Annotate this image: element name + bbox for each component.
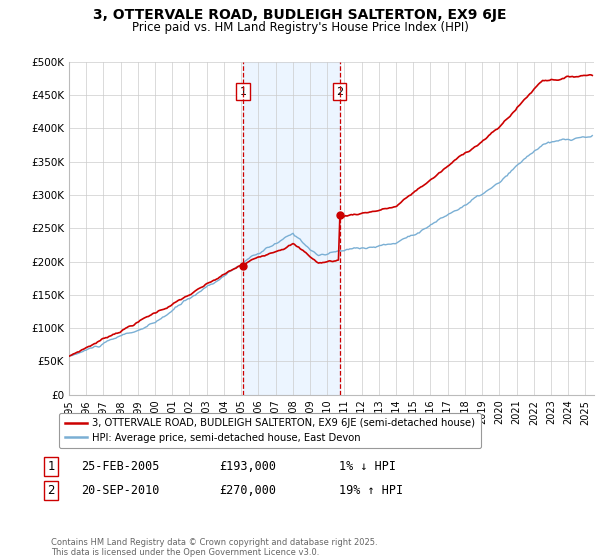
Text: 1% ↓ HPI: 1% ↓ HPI <box>339 460 396 473</box>
Text: £270,000: £270,000 <box>219 484 276 497</box>
Text: 20-SEP-2010: 20-SEP-2010 <box>81 484 160 497</box>
Text: 2: 2 <box>47 484 55 497</box>
Text: 19% ↑ HPI: 19% ↑ HPI <box>339 484 403 497</box>
Text: 1: 1 <box>47 460 55 473</box>
Text: 3, OTTERVALE ROAD, BUDLEIGH SALTERTON, EX9 6JE: 3, OTTERVALE ROAD, BUDLEIGH SALTERTON, E… <box>93 8 507 22</box>
Text: Price paid vs. HM Land Registry's House Price Index (HPI): Price paid vs. HM Land Registry's House … <box>131 21 469 34</box>
Bar <box>243 62 340 395</box>
Text: 1: 1 <box>239 87 247 96</box>
Legend: 3, OTTERVALE ROAD, BUDLEIGH SALTERTON, EX9 6JE (semi-detached house), HPI: Avera: 3, OTTERVALE ROAD, BUDLEIGH SALTERTON, E… <box>59 413 481 448</box>
Text: 2: 2 <box>336 87 343 96</box>
Text: £193,000: £193,000 <box>219 460 276 473</box>
Text: Contains HM Land Registry data © Crown copyright and database right 2025.
This d: Contains HM Land Registry data © Crown c… <box>51 538 377 557</box>
Text: 25-FEB-2005: 25-FEB-2005 <box>81 460 160 473</box>
